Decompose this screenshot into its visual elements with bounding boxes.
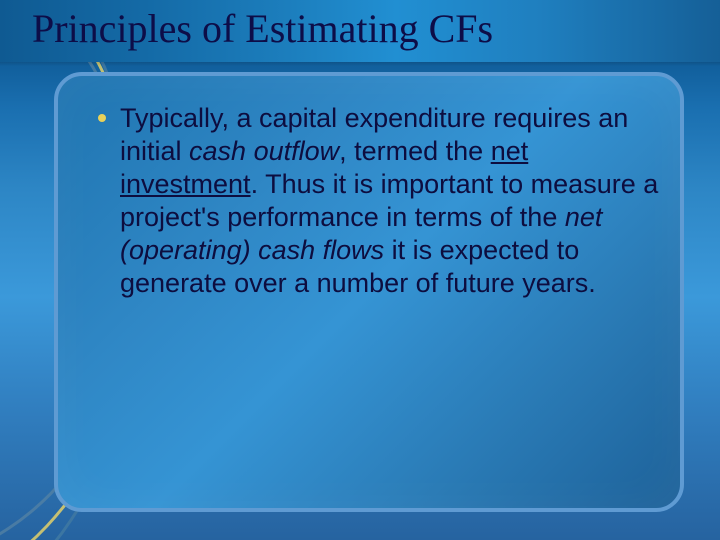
bullet-text: Typically, a capital expenditure require… xyxy=(120,102,668,300)
page-title: Principles of Estimating CFs xyxy=(32,6,493,52)
bullet-dot-icon xyxy=(98,114,106,122)
bullet-text-italic1: cash outflow xyxy=(189,136,339,166)
bullet-text-seg2: , termed the xyxy=(339,136,491,166)
bullet-item: Typically, a capital expenditure require… xyxy=(98,102,668,300)
slide: Principles of Estimating CFs Typically, … xyxy=(0,0,720,540)
